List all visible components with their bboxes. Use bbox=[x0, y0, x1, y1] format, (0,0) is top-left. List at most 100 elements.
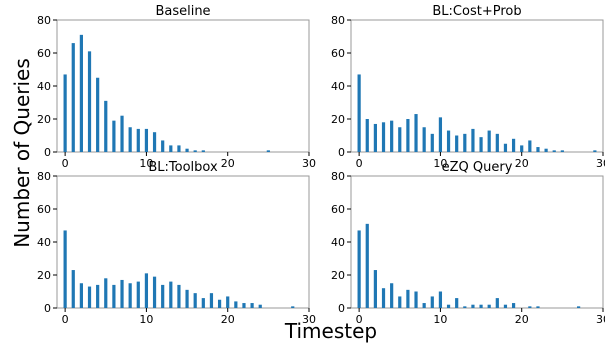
bar bbox=[365, 119, 369, 152]
x-tick-label: 20 bbox=[221, 157, 235, 170]
bar bbox=[217, 299, 222, 308]
bar bbox=[520, 145, 524, 152]
bar bbox=[136, 281, 140, 308]
bar bbox=[104, 278, 108, 308]
bar bbox=[528, 140, 532, 152]
y-tick-label: 80 bbox=[37, 170, 51, 183]
bar bbox=[112, 120, 116, 152]
bar bbox=[422, 303, 426, 308]
bar bbox=[258, 304, 262, 308]
bar bbox=[291, 306, 295, 308]
bar bbox=[365, 223, 369, 308]
bar bbox=[455, 135, 459, 152]
bar bbox=[511, 138, 516, 152]
y-tick-label: 60 bbox=[331, 47, 345, 60]
bar bbox=[438, 117, 443, 152]
bar bbox=[144, 273, 149, 308]
bar bbox=[536, 306, 540, 308]
bar bbox=[422, 127, 426, 152]
bar bbox=[120, 279, 124, 308]
bar bbox=[193, 150, 197, 152]
bar bbox=[96, 284, 100, 308]
x-tick-label: 10 bbox=[139, 157, 153, 170]
bar bbox=[234, 301, 238, 308]
bar bbox=[226, 296, 230, 308]
bar bbox=[128, 283, 132, 308]
bar bbox=[209, 293, 214, 308]
bar bbox=[479, 137, 483, 152]
bar bbox=[161, 284, 165, 308]
chart-panel-3: BL:Toolbox 0 10 20 30 0 20 40 60 80 bbox=[37, 160, 316, 326]
bar bbox=[112, 284, 116, 308]
plot-frame bbox=[350, 19, 604, 153]
bar bbox=[63, 230, 67, 308]
bar bbox=[471, 128, 475, 152]
bar bbox=[406, 289, 410, 308]
y-tick-label: 20 bbox=[331, 113, 345, 126]
bar bbox=[87, 286, 92, 308]
bar bbox=[503, 143, 508, 152]
bar bbox=[471, 304, 475, 308]
bar bbox=[511, 303, 516, 308]
bar bbox=[406, 119, 410, 152]
y-tick-label: 20 bbox=[37, 113, 51, 126]
x-tick-label: 0 bbox=[62, 157, 69, 170]
bar bbox=[390, 120, 394, 152]
bar bbox=[430, 133, 434, 152]
bar bbox=[185, 148, 189, 152]
x-tick-label: 10 bbox=[433, 313, 447, 326]
x-tick-label: 0 bbox=[356, 313, 363, 326]
bar bbox=[87, 51, 92, 152]
bar bbox=[128, 127, 132, 152]
x-tick-label: 30 bbox=[302, 157, 316, 170]
panel-title: Baseline bbox=[155, 4, 210, 19]
bar bbox=[414, 114, 418, 152]
y-tick-label: 60 bbox=[37, 47, 51, 60]
y-tick-label: 80 bbox=[37, 14, 51, 27]
y-tick-label: 40 bbox=[37, 236, 51, 249]
bar bbox=[242, 303, 246, 308]
bar bbox=[136, 128, 140, 152]
bar bbox=[398, 296, 402, 308]
bar bbox=[373, 270, 377, 308]
x-tick-label: 0 bbox=[62, 313, 69, 326]
chart-panel-1: Baseline 0 10 20 30 0 20 40 60 80 bbox=[37, 4, 316, 170]
bar bbox=[593, 150, 597, 152]
bar bbox=[487, 130, 491, 152]
x-tick-label: 20 bbox=[515, 157, 529, 170]
bar bbox=[495, 298, 499, 308]
bar bbox=[152, 132, 157, 152]
y-tick-label: 20 bbox=[37, 269, 51, 282]
x-tick-label: 30 bbox=[302, 313, 316, 326]
x-axis-label: Timestep bbox=[284, 319, 377, 343]
bar bbox=[152, 276, 157, 308]
chart-panel-4: eZQ Query 0 10 20 30 0 20 40 60 80 bbox=[331, 160, 605, 326]
y-tick-label: 20 bbox=[331, 269, 345, 282]
bar bbox=[536, 147, 540, 152]
y-tick-label: 40 bbox=[37, 80, 51, 93]
y-tick-label: 40 bbox=[331, 236, 345, 249]
bar bbox=[71, 270, 75, 308]
bar bbox=[430, 296, 434, 308]
bar bbox=[446, 304, 451, 308]
y-tick-label: 80 bbox=[331, 14, 345, 27]
bar bbox=[71, 43, 75, 152]
bar bbox=[266, 150, 270, 152]
x-tick-label: 10 bbox=[139, 313, 153, 326]
y-tick-label: 40 bbox=[331, 80, 345, 93]
bar bbox=[373, 123, 377, 152]
bar bbox=[544, 148, 548, 152]
bar bbox=[79, 283, 83, 308]
bar bbox=[185, 289, 189, 308]
bar bbox=[528, 306, 532, 308]
x-tick-label: 20 bbox=[515, 313, 529, 326]
bar bbox=[177, 145, 181, 152]
y-tick-label: 0 bbox=[44, 302, 51, 315]
bar bbox=[104, 100, 108, 152]
bar bbox=[446, 130, 451, 152]
bar bbox=[503, 304, 508, 308]
bar bbox=[552, 150, 556, 152]
panel-title: eZQ Query bbox=[442, 160, 513, 175]
panel-title: BL:Cost+Prob bbox=[432, 4, 521, 19]
bar bbox=[357, 74, 361, 152]
